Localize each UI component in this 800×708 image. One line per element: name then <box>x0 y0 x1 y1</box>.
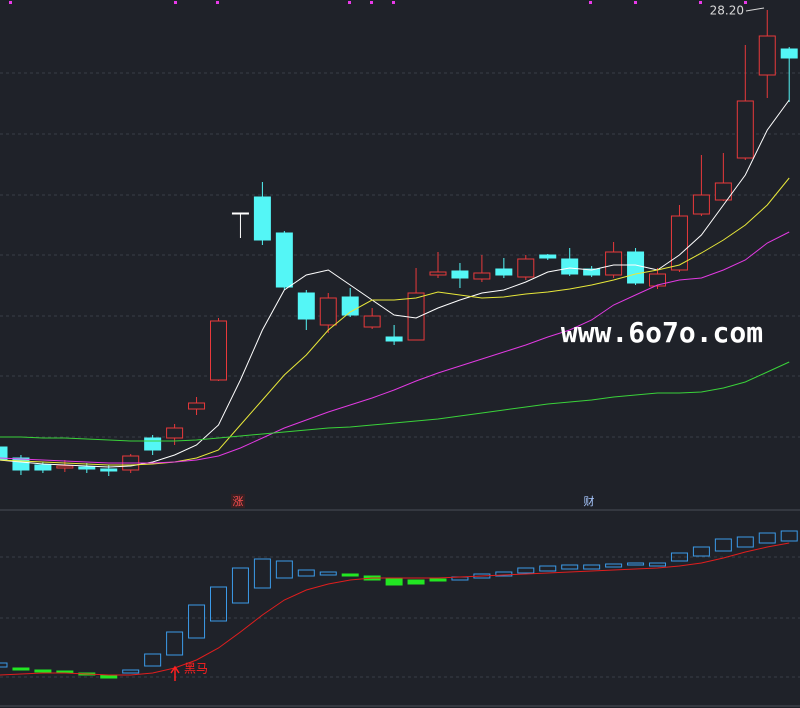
indicator-box <box>253 558 271 589</box>
candle-body <box>758 35 776 76</box>
indicator-box <box>780 530 798 542</box>
candle-body <box>385 336 403 342</box>
ma-line <box>0 231 790 464</box>
candle-body <box>12 457 30 471</box>
indicator-box <box>12 667 30 671</box>
candle-body <box>319 297 337 326</box>
indicator-box <box>736 536 754 548</box>
candle-body <box>605 251 623 276</box>
candle-body <box>231 212 249 215</box>
indicator-box <box>385 578 403 586</box>
indicator-panel <box>0 530 798 679</box>
candle-body <box>627 251 645 284</box>
indicator-box <box>670 552 688 562</box>
indicator-box <box>319 571 337 576</box>
high-label: 28.20 <box>710 4 744 18</box>
indicator-box <box>231 567 249 604</box>
candle-body <box>649 273 666 287</box>
indicator-box <box>407 579 425 585</box>
indicator-box <box>0 662 8 668</box>
candle-body <box>297 292 315 320</box>
candle-body <box>144 437 162 451</box>
candle-body <box>583 268 601 276</box>
indicator-box <box>122 669 140 674</box>
ma-line <box>0 361 790 442</box>
candle-body <box>275 232 293 288</box>
indicator-box <box>495 571 513 577</box>
indicator-box <box>583 564 601 570</box>
indicator-box <box>539 565 557 572</box>
candle-body <box>714 182 732 201</box>
candle-body <box>736 100 754 159</box>
ma-line <box>0 542 790 676</box>
watermark: www.6o7o.com <box>561 316 763 349</box>
indicator-box <box>341 573 359 577</box>
price-panel <box>0 10 798 476</box>
indicator-box <box>144 653 162 667</box>
indicator-box <box>188 604 206 639</box>
indicator-box <box>714 538 732 552</box>
candle-body <box>100 468 118 472</box>
indicator-box <box>34 669 52 673</box>
ma-line <box>0 177 790 466</box>
indicator-box <box>605 563 623 568</box>
badge <box>231 494 245 508</box>
signal-arrow <box>170 665 180 681</box>
indicator-box <box>692 546 710 557</box>
candle-body <box>188 402 206 410</box>
indicator-box <box>297 569 315 577</box>
candle-body <box>539 254 557 259</box>
candle-body <box>692 194 710 215</box>
indicator-box <box>517 567 535 574</box>
indicator-box <box>429 578 447 582</box>
candle-body <box>517 258 535 278</box>
indicator-box <box>275 560 293 579</box>
candle-body <box>0 446 8 461</box>
candle-body <box>341 296 359 316</box>
indicator-box <box>649 562 666 567</box>
candle-body <box>210 320 227 381</box>
indicator-box <box>210 586 227 622</box>
indicator-box <box>627 562 645 566</box>
candle-body <box>780 48 798 59</box>
indicator-box <box>166 631 184 656</box>
candle-body <box>78 466 96 470</box>
candle-body <box>166 427 184 439</box>
candle-body <box>34 464 52 471</box>
candle-body <box>429 271 447 276</box>
signal-dots <box>9 1 747 4</box>
candle-body <box>495 268 513 276</box>
candle-body <box>363 315 381 328</box>
grid <box>0 72 800 678</box>
badge-label: 财 <box>584 494 595 508</box>
candle-body <box>561 258 579 275</box>
candle-body <box>473 272 491 280</box>
candle-body <box>253 196 271 241</box>
high-arrow <box>745 7 765 12</box>
indicator-box <box>561 564 579 570</box>
indicator-box <box>758 532 776 544</box>
candle-body <box>407 292 425 341</box>
candle-body <box>56 465 74 469</box>
badge-label: 涨 <box>233 495 244 508</box>
signal-label: 黑马 <box>184 662 208 676</box>
candle-body <box>451 270 469 279</box>
candle-body <box>670 215 688 271</box>
